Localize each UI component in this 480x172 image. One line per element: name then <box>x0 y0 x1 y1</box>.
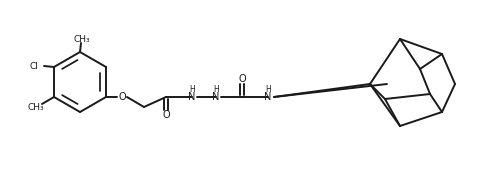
Text: CH₃: CH₃ <box>74 35 90 44</box>
Text: N: N <box>188 92 196 102</box>
Text: N: N <box>264 92 272 102</box>
Text: CH₃: CH₃ <box>28 103 44 111</box>
Text: O: O <box>238 74 246 84</box>
Text: H: H <box>265 84 271 94</box>
Text: N: N <box>212 92 220 102</box>
Text: O: O <box>162 110 170 120</box>
Text: H: H <box>189 84 195 94</box>
Text: Cl: Cl <box>29 62 38 71</box>
Text: H: H <box>213 84 219 94</box>
Text: O: O <box>118 92 126 102</box>
